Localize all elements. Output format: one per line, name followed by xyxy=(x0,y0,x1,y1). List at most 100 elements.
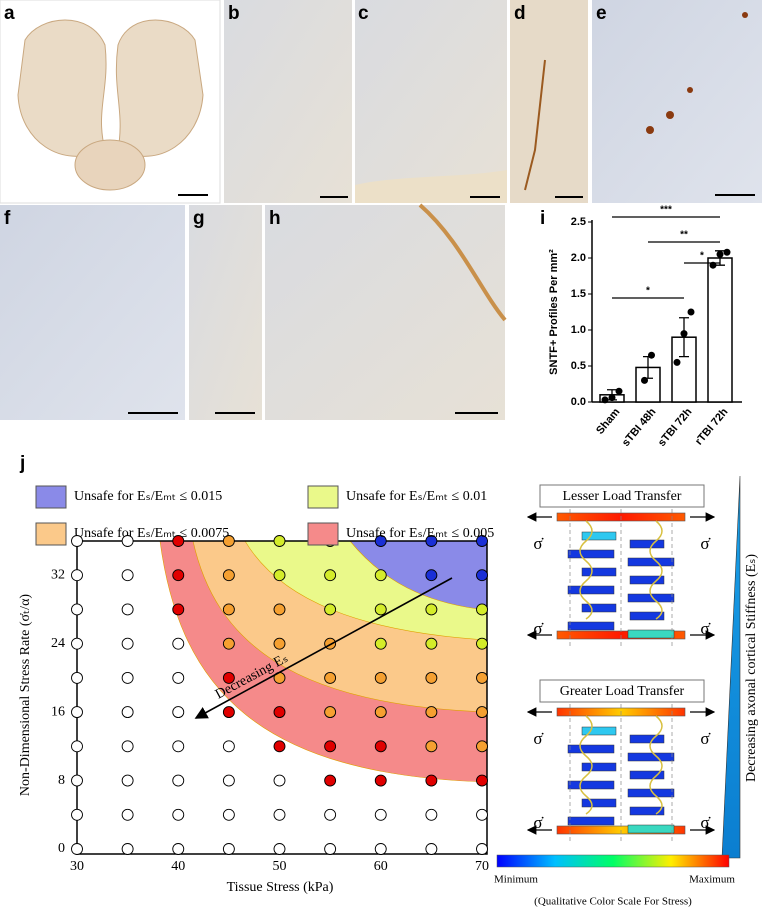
colorbar-max: Maximum xyxy=(689,874,735,886)
data-point xyxy=(476,808,488,821)
data-point xyxy=(273,740,286,753)
panel-label: c xyxy=(358,3,369,24)
legend-swatch xyxy=(307,485,339,509)
data-point xyxy=(222,843,235,855)
block xyxy=(567,549,615,559)
linker xyxy=(649,715,663,815)
data-point xyxy=(374,637,387,650)
annotation-arrow xyxy=(194,577,453,719)
data-point xyxy=(374,774,387,787)
data-point xyxy=(121,535,134,547)
data-point xyxy=(273,535,286,547)
stress-rate-label: σ̇ xyxy=(533,534,543,553)
significance-label: * xyxy=(646,286,650,297)
panel-label: j xyxy=(19,453,25,474)
data-point xyxy=(476,774,488,787)
x-tick-label: sTBI 72h xyxy=(656,406,695,449)
data-point xyxy=(222,706,235,719)
block xyxy=(629,611,665,621)
stress-rate-label: σ̇ xyxy=(700,619,710,638)
significance-label: *** xyxy=(660,205,672,216)
y-tick-label: 1.0 xyxy=(571,324,586,336)
panel-label: h xyxy=(269,208,281,229)
y-tick-label: 2.5 xyxy=(571,216,586,228)
significance-label: * xyxy=(700,251,704,262)
x-tick-label: sTBI 48h xyxy=(620,406,659,449)
panel-label: i xyxy=(540,208,545,229)
linker xyxy=(579,520,593,620)
y-axis-label: Non-Dimensional Stress Rate (σ̇ₜ/α) xyxy=(18,594,33,796)
stress-rate-label: σ̇ xyxy=(533,813,543,832)
data-point xyxy=(273,603,286,616)
data-point xyxy=(374,569,387,582)
x-tick-label: 50 xyxy=(273,859,287,874)
data-point xyxy=(324,706,337,719)
data-point xyxy=(71,774,83,787)
colorbar-min: Minimum xyxy=(494,874,538,886)
x-tick-label: 40 xyxy=(171,859,185,874)
data-point xyxy=(324,774,337,787)
colorbar-caption: (Qualitative Color Scale For Stress) xyxy=(534,896,692,908)
data-point xyxy=(121,569,134,582)
data-point xyxy=(374,808,387,821)
data-point xyxy=(374,603,387,616)
data-point xyxy=(324,808,337,821)
data-point xyxy=(324,569,337,582)
data-point xyxy=(425,740,438,753)
data-point xyxy=(601,396,609,404)
linker xyxy=(649,520,663,620)
data-point xyxy=(374,843,387,855)
data-point xyxy=(71,569,83,582)
data-point xyxy=(425,671,438,684)
error-bar xyxy=(679,317,689,358)
data-point xyxy=(222,740,235,753)
block xyxy=(567,816,615,826)
legend-swatch xyxy=(35,485,67,509)
data-point xyxy=(425,706,438,719)
data-point xyxy=(716,250,724,258)
data-point xyxy=(121,603,134,616)
data-point xyxy=(121,706,134,719)
block xyxy=(581,798,617,808)
panel-label: d xyxy=(514,3,526,24)
x-tick-label: 70 xyxy=(475,859,489,874)
y-axis-label: SNTF+ Profiles Per mm² xyxy=(548,249,560,375)
block xyxy=(629,734,665,744)
side-label: Decreasing axonal cortical Stiffness (Eₛ… xyxy=(744,554,759,782)
data-point xyxy=(476,843,488,855)
stress-rate-label: σ̇ xyxy=(533,729,543,748)
block xyxy=(627,557,675,567)
legend-label: Unsafe for Eₛ/Eₘₜ ≤ 0.005 xyxy=(346,526,494,541)
data-point xyxy=(648,351,655,359)
block xyxy=(629,806,665,816)
data-point xyxy=(608,394,616,402)
title-box xyxy=(539,484,705,508)
data-point xyxy=(172,603,185,616)
stress-rate-label: σ̇ xyxy=(700,813,710,832)
data-point xyxy=(222,671,235,684)
data-point xyxy=(425,637,438,650)
stiffness-wedge xyxy=(721,475,741,859)
x-axis-label: Tissue Stress (kPa) xyxy=(227,880,334,895)
data-point xyxy=(273,843,286,855)
data-point xyxy=(374,671,387,684)
data-point xyxy=(121,808,134,821)
data-point xyxy=(222,774,235,787)
schematic-title: Greater Load Transfer xyxy=(560,684,685,699)
data-point xyxy=(71,603,83,616)
data-point xyxy=(71,535,83,547)
data-point xyxy=(71,637,83,650)
block xyxy=(581,762,617,772)
data-point xyxy=(425,603,438,616)
data-point xyxy=(172,740,185,753)
data-point xyxy=(324,843,337,855)
data-point xyxy=(273,637,286,650)
schematic-title: Lesser Load Transfer xyxy=(563,489,682,504)
title-box xyxy=(539,679,705,703)
block xyxy=(627,629,675,639)
data-point xyxy=(374,535,387,547)
block xyxy=(581,531,617,541)
data-point xyxy=(222,569,235,582)
stress-rate-label: σ̇ xyxy=(700,729,710,748)
